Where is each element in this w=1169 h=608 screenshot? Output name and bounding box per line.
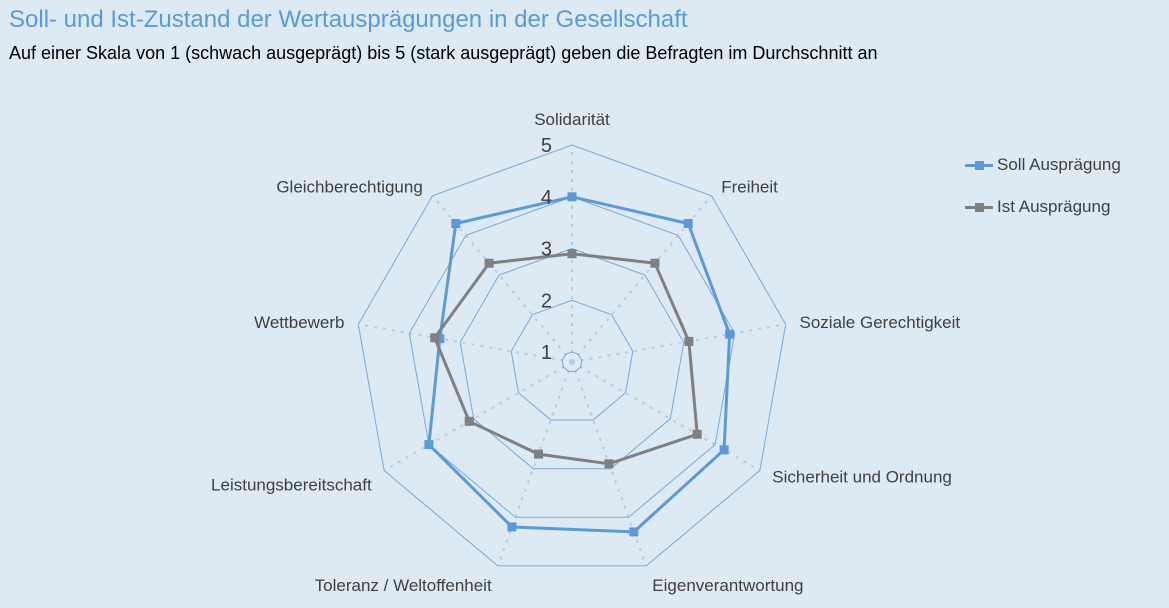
data-point-soll (629, 527, 639, 537)
legend: Soll Ausprägung Ist Ausprägung (965, 154, 1121, 238)
data-point-ist (567, 249, 577, 259)
radar-spoke (571, 361, 761, 472)
series-line-soll (427, 195, 732, 534)
legend-item-ist: Ist Ausprägung (965, 196, 1121, 218)
data-point-soll (725, 329, 735, 339)
legend-label-soll: Soll Ausprägung (997, 155, 1121, 174)
legend-swatch-ist (965, 197, 993, 217)
chart-title: Soll- und Ist-Zustand der Wertausprägung… (9, 6, 688, 33)
radar-gridline-ring (459, 247, 685, 470)
tick-label: 2 (541, 290, 552, 312)
data-point-soll (683, 219, 693, 228)
data-point-ist (464, 416, 474, 426)
legend-item-soll: Soll Ausprägung (965, 154, 1121, 176)
radar-gridline-ring (408, 196, 736, 518)
data-point-ist (604, 459, 614, 469)
category-label: Leistungsbereitschaft (211, 476, 372, 495)
category-label: Gleichberechtigung (276, 178, 422, 197)
category-label: Eigenverantwortung (652, 576, 803, 595)
series-line-ist (433, 252, 699, 466)
legend-label-ist: Ist Ausprägung (997, 197, 1111, 216)
radar-gridline-ring (510, 299, 634, 421)
category-label: Freiheit (721, 178, 778, 197)
radar-series (424, 192, 735, 537)
data-point-soll (567, 192, 577, 202)
tick-label: 3 (541, 239, 552, 261)
category-label: Solidarität (534, 110, 610, 129)
radar-grid (357, 144, 787, 567)
data-point-ist (684, 336, 694, 346)
chart-subtitle: Auf einer Skala von 1 (schwach ausgepräg… (9, 43, 878, 63)
radar-spoke (383, 361, 573, 472)
legend-swatch-soll (965, 155, 993, 175)
data-point-soll (719, 445, 729, 455)
radar-gridline-ring (561, 351, 583, 372)
category-label: Soziale Gerechtigkeit (800, 313, 961, 332)
data-point-soll (451, 219, 461, 228)
radar-spoke (571, 323, 786, 363)
radar-spoke (358, 323, 573, 363)
data-point-soll (424, 440, 434, 450)
data-point-soll (435, 334, 445, 344)
data-point-ist (650, 258, 660, 268)
tick-label: 4 (541, 187, 552, 209)
radar-gridline-ring (357, 144, 787, 567)
data-point-soll (507, 522, 517, 532)
data-point-ist (484, 258, 494, 268)
tick-label: 1 (541, 342, 552, 364)
category-label: Wettbewerb (254, 313, 344, 332)
data-point-ist (692, 429, 702, 439)
data-point-ist (534, 449, 543, 459)
data-point-ist (430, 333, 440, 343)
category-label: Sicherheit und Ordnung (772, 468, 952, 487)
category-label: Toleranz / Weltoffenheit (315, 576, 492, 595)
radar-spoke (496, 361, 573, 567)
radar-tick-labels: 1 2 3 4 5 (541, 135, 552, 364)
radar-category-labels: Solidarität Freiheit Soziale Gerechtigkeit… (211, 110, 960, 595)
tick-label: 5 (541, 135, 552, 157)
